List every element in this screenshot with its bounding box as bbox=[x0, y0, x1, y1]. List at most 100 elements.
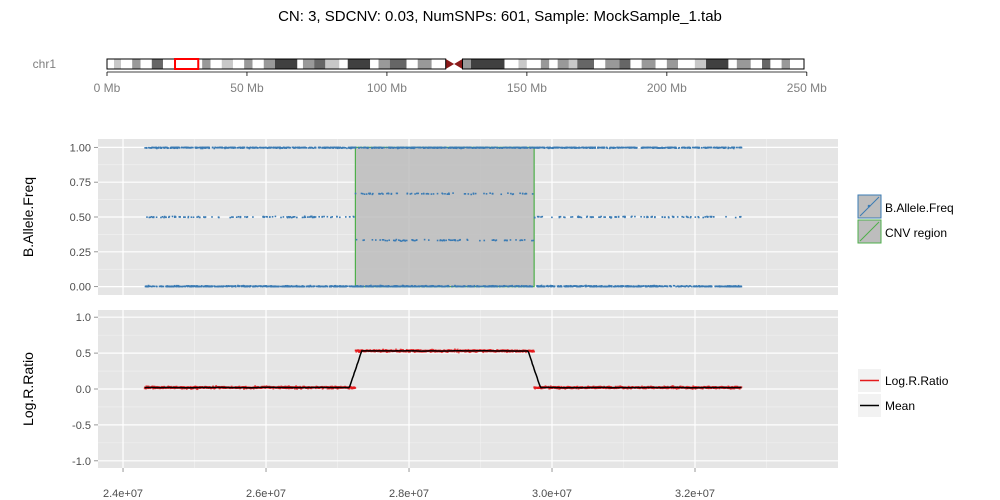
baf-point bbox=[309, 285, 312, 288]
baf-point bbox=[558, 285, 561, 288]
lrr-point bbox=[642, 387, 645, 390]
baf-point bbox=[467, 146, 469, 149]
baf-point bbox=[192, 216, 195, 219]
baf-point bbox=[270, 146, 273, 149]
baf-point bbox=[233, 285, 236, 288]
baf-point bbox=[495, 239, 498, 241]
baf-point bbox=[425, 285, 428, 287]
baf-point bbox=[589, 216, 592, 218]
baf-point bbox=[663, 216, 666, 219]
baf-point bbox=[184, 285, 187, 288]
baf-point bbox=[394, 146, 396, 149]
ideogram-band bbox=[202, 59, 211, 69]
baf-point bbox=[337, 147, 339, 150]
baf-point bbox=[239, 216, 242, 218]
baf-point bbox=[192, 146, 194, 149]
baf-point bbox=[177, 285, 180, 288]
baf-point bbox=[286, 284, 288, 287]
baf-point bbox=[514, 147, 516, 149]
baf-point bbox=[689, 285, 692, 287]
baf-point bbox=[373, 146, 375, 149]
cnv-region bbox=[354, 146, 535, 288]
baf-point bbox=[238, 285, 241, 287]
ideogram-band bbox=[297, 59, 303, 69]
baf-point bbox=[665, 285, 668, 288]
baf-point bbox=[599, 285, 601, 288]
baf-point bbox=[343, 146, 345, 149]
baf-point bbox=[432, 146, 435, 149]
baf-point bbox=[496, 147, 499, 149]
baf-point bbox=[441, 146, 444, 149]
baf-point bbox=[525, 146, 528, 149]
baf-point bbox=[582, 285, 585, 288]
baf-point bbox=[622, 215, 624, 218]
baf-point bbox=[263, 216, 265, 219]
baf-point bbox=[219, 146, 222, 149]
baf-point bbox=[304, 216, 307, 219]
baf-point bbox=[362, 239, 365, 242]
baf-point bbox=[545, 146, 548, 149]
baf-point bbox=[582, 146, 584, 149]
baf-point bbox=[441, 239, 444, 242]
baf-point bbox=[353, 285, 356, 288]
baf-point bbox=[405, 146, 407, 149]
baf-point bbox=[423, 147, 426, 149]
baf-point bbox=[243, 146, 246, 149]
baf-point bbox=[614, 285, 616, 288]
baf-point bbox=[701, 147, 703, 149]
baf-point bbox=[214, 146, 217, 149]
baf-point bbox=[273, 285, 275, 288]
y-tick-label: 1.0 bbox=[76, 312, 91, 324]
baf-point bbox=[389, 285, 392, 288]
baf-point bbox=[417, 285, 420, 288]
baf-point bbox=[691, 146, 694, 149]
baf-point bbox=[483, 239, 486, 242]
baf-point bbox=[615, 216, 617, 218]
baf-point bbox=[526, 147, 528, 149]
baf-point bbox=[293, 147, 295, 149]
baf-point bbox=[298, 285, 301, 288]
baf-point bbox=[462, 285, 464, 288]
baf-point bbox=[480, 285, 483, 288]
baf-point bbox=[646, 147, 649, 149]
baf-point bbox=[396, 285, 399, 288]
baf-point bbox=[697, 285, 700, 287]
legend-key-baf bbox=[857, 194, 882, 219]
baf-point bbox=[307, 285, 309, 287]
baf-point bbox=[180, 285, 182, 288]
baf-point bbox=[351, 146, 354, 149]
lrr-point bbox=[386, 351, 388, 353]
baf-point bbox=[184, 216, 186, 218]
baf-point bbox=[533, 216, 536, 219]
baf-point bbox=[429, 146, 432, 149]
baf-point bbox=[439, 285, 442, 288]
baf-point bbox=[160, 216, 162, 219]
baf-point bbox=[401, 146, 404, 149]
baf-point bbox=[509, 239, 512, 241]
baf-point bbox=[236, 146, 239, 149]
chart-title: CN: 3, SDCNV: 0.03, NumSNPs: 601, Sample… bbox=[278, 8, 722, 25]
baf-point bbox=[590, 285, 592, 288]
baf-point bbox=[642, 146, 644, 149]
baf-point bbox=[155, 216, 158, 219]
lrr-point bbox=[382, 348, 385, 351]
legend-label-cnv-region: CNV region bbox=[885, 226, 947, 240]
baf-point bbox=[221, 146, 223, 149]
baf-point bbox=[174, 285, 176, 288]
lrr-point bbox=[464, 350, 467, 353]
baf-point bbox=[447, 193, 449, 195]
baf-point bbox=[229, 146, 232, 149]
baf-point bbox=[650, 284, 652, 287]
lrr-point bbox=[355, 350, 358, 353]
baf-point bbox=[507, 146, 509, 149]
baf-point bbox=[501, 146, 504, 149]
baf-point bbox=[560, 146, 563, 149]
baf-point bbox=[387, 285, 390, 287]
legend-label-mean: Mean bbox=[885, 399, 915, 413]
baf-point bbox=[354, 285, 357, 288]
baf-point bbox=[418, 146, 421, 149]
baf-point bbox=[436, 146, 439, 149]
baf-point bbox=[262, 147, 265, 149]
baf-point bbox=[258, 146, 261, 149]
baf-point bbox=[560, 146, 562, 149]
